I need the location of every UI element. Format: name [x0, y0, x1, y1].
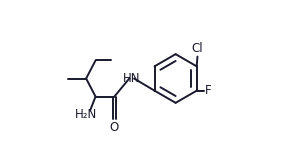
Text: O: O — [110, 121, 119, 134]
Text: Cl: Cl — [192, 42, 203, 55]
Text: H₂N: H₂N — [75, 108, 97, 121]
Text: F: F — [205, 84, 212, 97]
Text: HN: HN — [123, 72, 140, 85]
